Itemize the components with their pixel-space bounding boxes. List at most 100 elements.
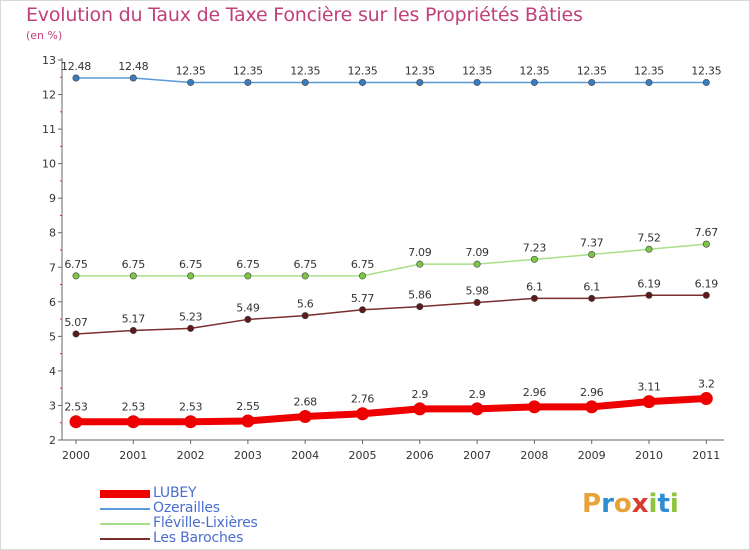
data-label: 12.35 bbox=[519, 64, 549, 77]
data-point bbox=[588, 78, 596, 86]
data-label: 2.9 bbox=[412, 388, 429, 401]
data-point bbox=[187, 78, 195, 86]
data-point bbox=[301, 312, 309, 320]
data-label: 6.75 bbox=[351, 258, 375, 271]
legend-item-ozerailles: Ozerailles bbox=[100, 501, 258, 516]
series-line bbox=[72, 395, 710, 426]
x-tick-label: 2006 bbox=[406, 449, 434, 462]
y-tick-label: 8 bbox=[49, 227, 56, 240]
data-point bbox=[416, 303, 424, 311]
data-label: 5.49 bbox=[236, 301, 260, 314]
data-point bbox=[126, 415, 140, 429]
logo-letter: r bbox=[601, 489, 614, 519]
data-label: 5.6 bbox=[297, 298, 314, 311]
logo-letter: P bbox=[582, 489, 602, 519]
data-label: 7.52 bbox=[637, 231, 660, 244]
data-label: 2.68 bbox=[294, 396, 318, 409]
data-point bbox=[356, 407, 369, 421]
data-point bbox=[129, 74, 137, 82]
data-point bbox=[530, 78, 538, 86]
data-point bbox=[298, 410, 312, 424]
data-label: 3.2 bbox=[698, 378, 715, 391]
legend-swatch bbox=[100, 507, 150, 510]
chart-subtitle: (en %) bbox=[26, 29, 63, 42]
x-tick-label: 2011 bbox=[692, 449, 720, 462]
series-fl-ville-lixi-res: 6.75 6.75 6.75 6.75 6.75 6.75 7.09 7.09 7.23 7.37… bbox=[64, 226, 719, 280]
data-point bbox=[301, 272, 309, 280]
y-tick-label: 9 bbox=[49, 192, 56, 205]
data-point bbox=[527, 400, 541, 414]
data-label: 12.35 bbox=[634, 64, 664, 77]
data-point bbox=[358, 78, 366, 86]
data-label: 12.35 bbox=[176, 64, 206, 77]
data-point bbox=[702, 240, 710, 248]
data-point bbox=[588, 294, 596, 302]
data-label: 2.9 bbox=[469, 388, 486, 401]
logo-letter: t bbox=[657, 489, 670, 519]
series-line bbox=[75, 243, 708, 277]
logo-letter: o bbox=[613, 489, 632, 519]
legend-swatch bbox=[100, 489, 150, 498]
data-point bbox=[530, 294, 538, 302]
data-point bbox=[72, 272, 80, 280]
data-point bbox=[530, 255, 538, 263]
data-point bbox=[184, 415, 198, 429]
data-label: 2.55 bbox=[236, 400, 260, 413]
y-tick-label: 12 bbox=[42, 89, 56, 102]
data-point bbox=[187, 324, 195, 332]
y-tick-label: 7 bbox=[49, 261, 56, 274]
data-label: 5.23 bbox=[179, 310, 203, 323]
y-tick-label: 13 bbox=[42, 54, 56, 67]
data-point bbox=[129, 326, 137, 334]
series-line bbox=[75, 77, 708, 84]
data-point bbox=[241, 414, 255, 428]
data-point bbox=[358, 306, 366, 314]
data-point bbox=[129, 272, 137, 280]
data-point bbox=[416, 260, 424, 268]
data-point bbox=[645, 78, 653, 86]
logo-letter: i bbox=[669, 489, 679, 519]
legend-item-fl-ville-lixi-res: Fléville-Lixières bbox=[100, 516, 258, 531]
data-point bbox=[645, 245, 653, 253]
series-line bbox=[75, 294, 708, 335]
y-tick-label: 4 bbox=[49, 365, 56, 378]
legend-label: Les Baroches bbox=[153, 530, 244, 546]
data-label: 12.35 bbox=[290, 64, 320, 77]
data-point bbox=[642, 395, 656, 409]
data-point bbox=[244, 315, 252, 323]
x-tick-label: 2005 bbox=[349, 449, 377, 462]
proxiti-logo: Proxiti bbox=[582, 489, 679, 519]
data-point bbox=[702, 291, 710, 299]
data-label: 3.11 bbox=[637, 381, 660, 394]
x-tick-label: 2002 bbox=[177, 449, 205, 462]
y-tick-label: 10 bbox=[42, 158, 56, 171]
legend-label: Ozerailles bbox=[153, 500, 220, 516]
data-label: 2.53 bbox=[179, 401, 203, 414]
data-point bbox=[301, 78, 309, 86]
data-point bbox=[473, 260, 481, 268]
data-point bbox=[702, 78, 710, 86]
series-les-baroches: 5.07 5.17 5.23 5.49 5.6 5.77 5.86 5.98 6.1 6.1 6.1… bbox=[64, 277, 719, 338]
x-tick-label: 2010 bbox=[635, 449, 663, 462]
x-tick-label: 2003 bbox=[234, 449, 262, 462]
data-point bbox=[416, 78, 424, 86]
logo-letter: i bbox=[648, 489, 658, 519]
x-tick-label: 2000 bbox=[62, 449, 90, 462]
data-label: 12.35 bbox=[233, 64, 263, 77]
data-point bbox=[699, 392, 713, 406]
data-point bbox=[72, 330, 80, 338]
data-label: 2.53 bbox=[64, 401, 88, 414]
legend-swatch bbox=[100, 522, 150, 525]
x-tick-label: 2009 bbox=[578, 449, 606, 462]
data-label: 7.37 bbox=[580, 236, 604, 249]
data-label: 12.35 bbox=[577, 64, 607, 77]
x-tick-label: 2004 bbox=[291, 449, 319, 462]
data-point bbox=[244, 272, 252, 280]
data-label: 5.98 bbox=[465, 285, 489, 298]
data-point bbox=[473, 78, 481, 86]
data-point bbox=[72, 74, 80, 82]
data-label: 12.48 bbox=[61, 60, 91, 73]
data-label: 12.35 bbox=[348, 64, 378, 77]
y-tick-label: 5 bbox=[49, 330, 56, 343]
data-label: 12.35 bbox=[691, 64, 721, 77]
